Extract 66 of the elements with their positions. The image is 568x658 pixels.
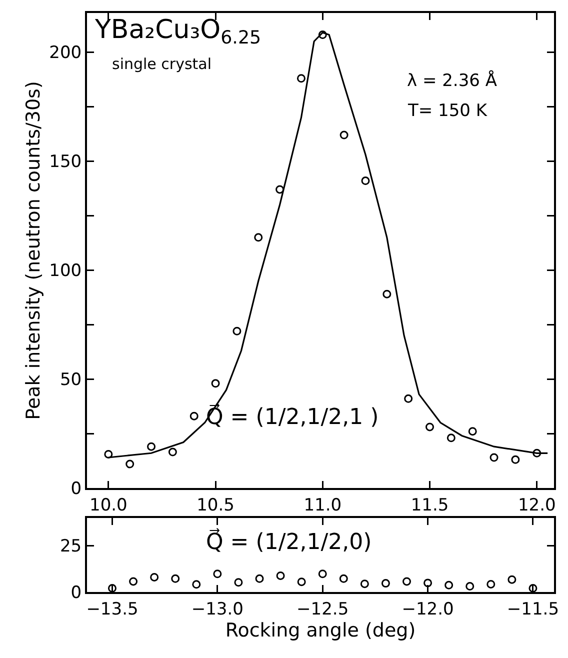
y-tick-label: 50: [60, 370, 82, 390]
point: [511, 455, 520, 464]
point: [318, 30, 327, 40]
x-tick-label: 11.5: [410, 495, 449, 516]
point: [255, 574, 264, 583]
point: [528, 584, 538, 593]
point: [426, 422, 434, 432]
y-tick-label: 200: [49, 43, 82, 64]
point: [360, 580, 369, 588]
x-tick-label: 10.0: [89, 495, 128, 516]
point: [168, 448, 177, 456]
x-tick-label: −13.0: [191, 599, 244, 620]
point: [404, 394, 413, 403]
y-tick-label: 100: [49, 261, 82, 282]
y-tick-label: 0: [70, 582, 82, 603]
point: [254, 233, 263, 242]
point: [276, 571, 285, 580]
point: [150, 572, 159, 582]
x-tick-label: 12.0: [518, 495, 556, 516]
point: [339, 574, 348, 583]
x-axis-title: Rocking angle (deg): [225, 619, 416, 642]
point: [192, 580, 201, 589]
point: [171, 574, 180, 583]
y-tick-label: 150: [49, 152, 82, 172]
x-tick-label: −12.0: [402, 599, 454, 620]
x-tick-label: 10.5: [196, 495, 234, 516]
annotation: YBa₂Cu₃O$_{6.25}$: [94, 15, 262, 48]
point: [486, 580, 496, 588]
point: [444, 580, 454, 590]
point: [490, 453, 498, 462]
point: [147, 442, 156, 451]
point: [508, 575, 516, 584]
point: [232, 326, 242, 336]
annotation: λ = 2.36 Å: [407, 70, 498, 91]
point: [234, 578, 243, 587]
x-tick-label: −11.5: [506, 599, 560, 620]
y-tick-label: 0: [70, 478, 82, 499]
y-axis-title: Peak intensity (neutron counts/30s): [22, 81, 44, 420]
point: [213, 570, 222, 578]
point: [318, 570, 327, 578]
point: [382, 290, 392, 298]
x-tick-label: −13.5: [86, 599, 138, 620]
point: [104, 450, 113, 458]
y-tick-label: 25: [60, 536, 82, 557]
point: [296, 74, 306, 83]
x-tick-label: −12.5: [296, 599, 349, 620]
point: [297, 578, 306, 586]
point: [129, 577, 138, 586]
point: [532, 448, 542, 458]
annotation: Q⃗ = (1/2,1/2,0): [206, 528, 372, 556]
annotation: single crystal: [112, 55, 212, 73]
point: [340, 130, 348, 140]
point: [446, 434, 456, 442]
point: [424, 578, 432, 588]
point: [126, 460, 134, 468]
point: [402, 577, 411, 586]
point: [361, 176, 370, 186]
point: [466, 582, 474, 591]
point: [276, 185, 284, 194]
point: [108, 584, 116, 593]
x-tick-label: 11.0: [304, 495, 342, 516]
annotation: T= 150 K: [407, 101, 488, 121]
point: [468, 427, 477, 436]
point: [190, 412, 198, 420]
point: [211, 379, 220, 388]
point: [381, 579, 390, 588]
